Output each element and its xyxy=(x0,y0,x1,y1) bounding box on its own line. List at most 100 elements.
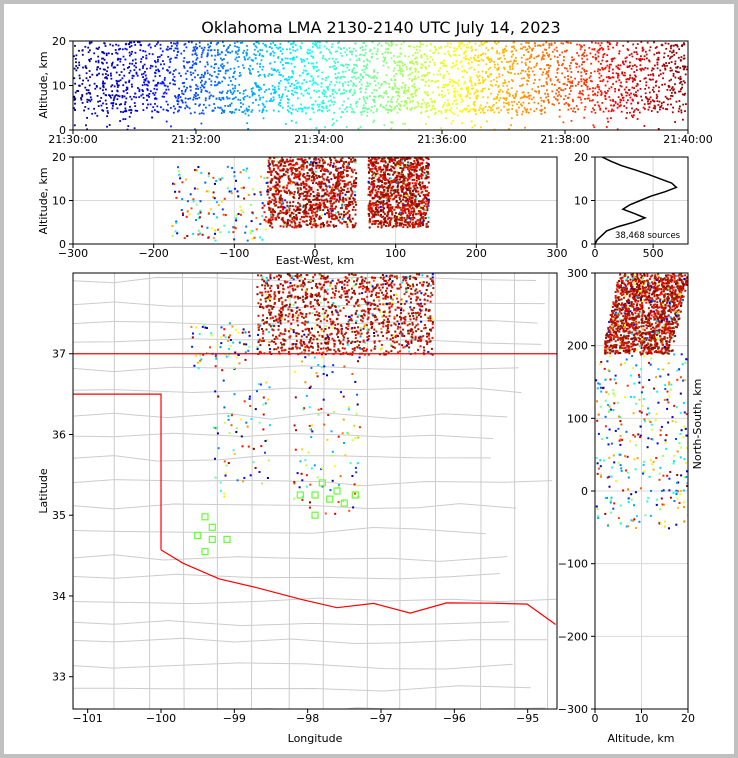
source-point xyxy=(522,46,525,49)
source-point xyxy=(369,75,371,78)
source-point xyxy=(211,75,213,77)
source-point xyxy=(314,158,317,161)
source-point xyxy=(556,50,559,52)
source-point xyxy=(608,76,610,78)
source-point xyxy=(502,48,505,51)
source-point xyxy=(330,209,333,212)
source-point xyxy=(289,154,291,156)
source-point xyxy=(105,54,108,57)
source-point xyxy=(289,192,292,194)
source-point xyxy=(104,45,107,47)
source-point xyxy=(350,189,353,192)
source-point xyxy=(460,88,462,90)
source-point xyxy=(411,93,414,96)
source-point xyxy=(490,60,493,62)
source-point xyxy=(445,65,448,67)
source-point xyxy=(296,48,299,51)
source-point xyxy=(413,169,416,172)
source-point xyxy=(438,47,441,49)
source-point xyxy=(649,96,652,99)
source-point xyxy=(335,200,337,203)
source-point xyxy=(583,116,586,119)
source-point xyxy=(410,217,413,220)
source-point xyxy=(442,84,445,86)
source-point xyxy=(409,221,412,224)
source-point xyxy=(352,84,354,87)
source-point xyxy=(242,97,245,99)
source-point xyxy=(424,80,427,83)
source-point xyxy=(320,82,323,85)
source-point xyxy=(113,96,116,99)
source-point xyxy=(452,62,454,64)
source-point xyxy=(85,89,88,91)
source-point xyxy=(470,45,473,48)
source-point xyxy=(461,111,463,113)
source-point xyxy=(209,49,212,52)
source-point xyxy=(647,98,650,101)
source-point xyxy=(452,111,454,114)
source-point xyxy=(217,69,220,72)
source-point xyxy=(154,103,156,105)
source-point xyxy=(244,89,247,91)
source-point xyxy=(594,53,597,56)
source-point xyxy=(288,207,291,210)
source-point xyxy=(335,225,338,227)
source-point xyxy=(554,42,556,44)
source-point xyxy=(352,206,355,209)
source-point xyxy=(251,68,254,70)
source-point xyxy=(354,161,357,164)
source-point xyxy=(176,99,179,102)
source-point xyxy=(188,41,190,43)
source-point xyxy=(399,105,402,108)
source-point xyxy=(551,90,554,93)
source-point xyxy=(106,70,108,73)
source-point xyxy=(341,71,344,73)
source-point xyxy=(172,78,174,81)
source-point xyxy=(261,68,264,71)
source-point xyxy=(400,43,403,46)
source-point xyxy=(578,92,581,95)
source-point xyxy=(482,107,485,110)
source-point xyxy=(96,68,98,71)
source-point xyxy=(346,211,349,214)
source-point xyxy=(460,60,463,63)
source-point xyxy=(633,78,636,80)
source-point xyxy=(549,79,552,82)
source-point xyxy=(334,207,336,210)
source-point xyxy=(594,56,597,59)
source-point xyxy=(675,66,677,69)
source-point xyxy=(655,80,658,83)
source-point xyxy=(346,187,349,190)
source-point xyxy=(322,101,325,104)
source-point xyxy=(315,182,318,185)
source-point xyxy=(334,50,337,53)
source-point xyxy=(463,51,466,53)
source-point xyxy=(412,194,415,197)
source-point xyxy=(353,111,355,114)
source-point xyxy=(572,110,574,113)
source-point xyxy=(643,58,646,61)
source-point xyxy=(508,61,510,63)
source-point xyxy=(361,46,364,48)
source-point xyxy=(298,226,301,228)
source-point xyxy=(666,88,669,91)
source-point xyxy=(354,201,357,204)
source-point xyxy=(599,44,602,47)
source-point xyxy=(580,71,583,74)
source-point xyxy=(387,225,390,227)
source-point xyxy=(401,62,404,64)
source-point xyxy=(106,107,108,109)
source-point xyxy=(506,102,509,105)
source-point xyxy=(538,44,541,47)
source-point xyxy=(291,57,294,59)
source-point xyxy=(200,112,203,114)
source-point xyxy=(343,76,346,78)
source-point xyxy=(567,78,569,81)
source-point xyxy=(298,194,301,197)
source-point xyxy=(501,51,504,54)
source-point xyxy=(607,48,610,51)
source-point xyxy=(140,58,143,60)
source-point xyxy=(254,57,257,60)
source-point xyxy=(414,75,417,78)
source-point xyxy=(275,46,278,49)
